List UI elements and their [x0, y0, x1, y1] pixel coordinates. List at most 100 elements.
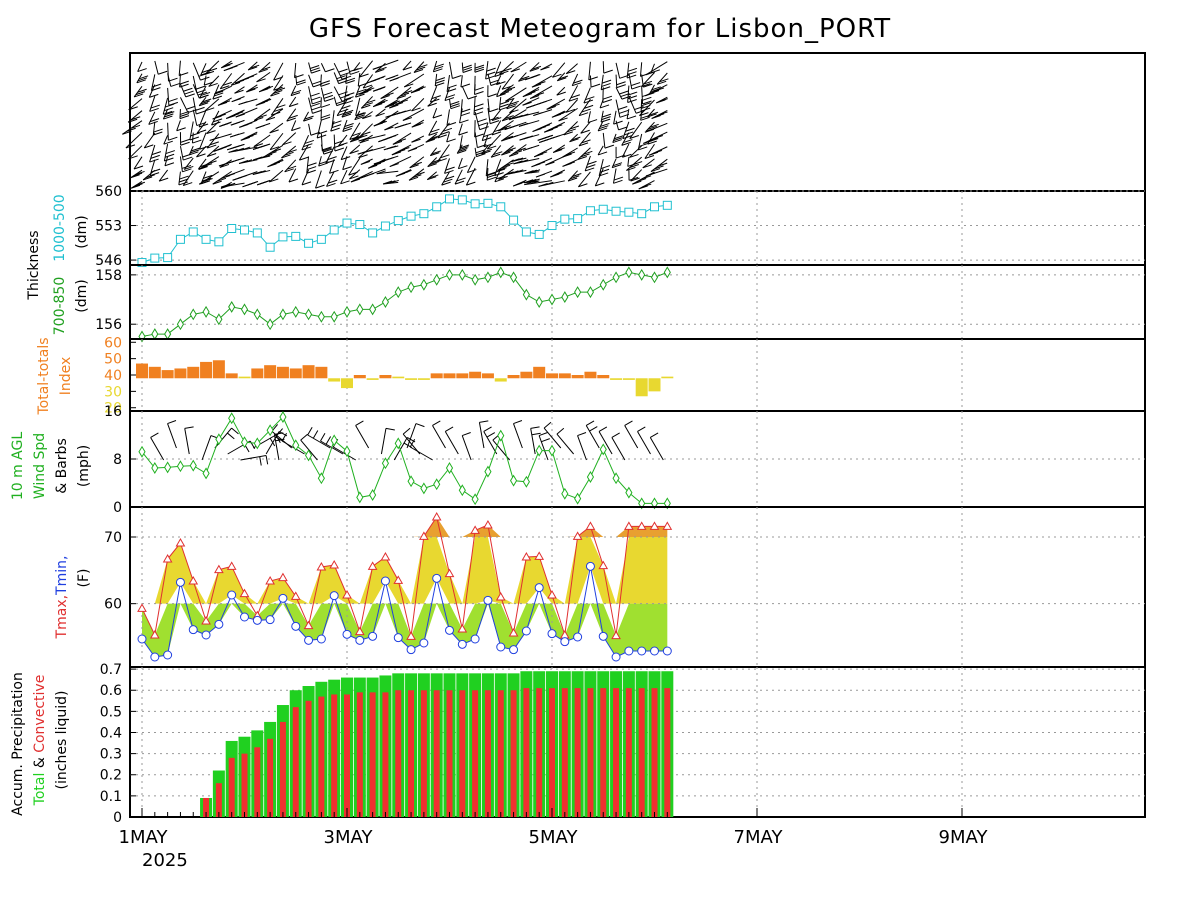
upper-barb-flag — [399, 92, 410, 97]
thickness-850-point — [663, 266, 671, 279]
upper-barb-flag — [340, 156, 351, 161]
precip-conv-bar — [420, 690, 427, 817]
upper-barb-flag — [344, 96, 354, 101]
upper-barb-flag — [597, 151, 608, 156]
wind-label-3: & Barbs — [54, 438, 70, 494]
upper-barb-flag — [565, 161, 576, 166]
upper-barb-shaft — [409, 156, 425, 169]
upper-barb-flag — [467, 169, 477, 174]
upper-barb-flag — [505, 97, 515, 102]
upper-barb-flag — [444, 175, 455, 180]
upper-barb-flag — [583, 150, 593, 155]
tt-bar — [187, 366, 200, 379]
wind-barb — [478, 422, 485, 449]
upper-barb-flag — [323, 91, 333, 96]
upper-barb-shaft — [474, 111, 481, 130]
upper-barb-flag — [404, 83, 414, 88]
upper-barb-flag — [632, 161, 643, 166]
upper-barb-shaft — [294, 62, 297, 78]
upper-barb-flag — [341, 113, 352, 118]
thickness-850-point — [509, 271, 518, 284]
thickness-850-point — [266, 318, 274, 331]
thickness-500-point — [252, 228, 262, 238]
upper-barb-flag — [320, 103, 331, 108]
upper-barb-flag — [457, 149, 467, 154]
upper-barb-flag — [462, 64, 472, 69]
upper-barb-shaft — [491, 109, 502, 121]
upper-barb-flag — [228, 65, 238, 70]
thickness-850-point — [381, 296, 390, 308]
upper-barb-flag — [630, 177, 640, 182]
upper-barb-flag — [505, 86, 516, 91]
upper-barb-flag — [474, 64, 485, 69]
wind-barb — [543, 427, 562, 449]
tmax-point — [624, 521, 634, 530]
upper-barb-flag — [150, 154, 160, 159]
upper-barb-flag — [413, 87, 423, 92]
upper-barb-flag — [343, 109, 354, 114]
upper-barb-flag — [416, 66, 426, 71]
thickness-500-point — [240, 225, 249, 235]
upper-barb-flag — [613, 137, 623, 142]
upper-barb-flag — [179, 115, 190, 120]
thickness-850-point — [215, 313, 223, 326]
tmin-point — [457, 639, 467, 649]
upper-barb-flag — [207, 153, 217, 157]
upper-barb-flag — [257, 114, 267, 119]
thickness-850-point — [445, 268, 454, 281]
tt-bar — [353, 375, 366, 379]
upper-barb-flag — [643, 83, 653, 88]
upper-barb-flag — [288, 114, 298, 119]
thickness-850-point — [586, 286, 595, 299]
y-tick-label: 8 — [113, 452, 122, 468]
upper-barb-shaft — [179, 73, 181, 88]
upper-barb-shaft — [640, 72, 655, 87]
tt-bar — [251, 368, 264, 379]
upper-barb-flag — [501, 125, 511, 130]
upper-barb-flag — [310, 92, 320, 97]
upper-barb-flag — [402, 66, 413, 71]
thickness-850-point — [522, 288, 530, 301]
thickness-850-unit: (dm) — [74, 279, 90, 312]
wind-barb-flag — [624, 420, 633, 426]
tt-bar — [264, 365, 277, 379]
precip-label-3: (inches liquid) — [54, 691, 70, 790]
upper-barb-flag — [145, 174, 155, 179]
upper-barb-flag — [212, 180, 222, 185]
upper-barb-shaft — [626, 108, 630, 120]
upper-barb-flag — [317, 130, 328, 135]
tmin-point — [380, 576, 390, 586]
x-tick-label: 9MAY — [939, 827, 989, 848]
wind-barb-flag — [355, 420, 364, 426]
upper-barb-shaft — [589, 75, 592, 88]
tmax-point — [226, 561, 237, 570]
upper-barb-flag — [578, 142, 589, 147]
upper-barb-flag — [267, 151, 277, 156]
upper-barb-flag — [220, 183, 231, 188]
upper-barb-flag — [229, 133, 240, 138]
upper-barb-shaft — [298, 144, 309, 161]
wind-speed-point — [292, 439, 300, 452]
upper-barb-flag — [499, 103, 509, 108]
upper-barb-shaft — [454, 169, 463, 185]
tmax-point — [572, 531, 583, 540]
tmin-point — [637, 646, 647, 656]
upper-barb-shaft — [615, 87, 623, 100]
upper-barb-shaft — [611, 158, 617, 168]
upper-barb-flag — [400, 147, 410, 151]
upper-barb-flag — [534, 92, 545, 97]
wind-speed-point — [497, 429, 505, 442]
upper-barb-shaft — [295, 75, 298, 86]
upper-barb-flag — [164, 162, 175, 167]
upper-barb-flag — [659, 78, 669, 83]
upper-barb-flag — [163, 115, 173, 120]
upper-barb-flag — [492, 117, 502, 122]
upper-barb-flag — [196, 153, 206, 158]
upper-barb-shaft — [429, 86, 438, 103]
upper-barb-flag — [168, 98, 178, 103]
upper-barb-flag — [537, 100, 547, 105]
upper-barb-flag — [179, 113, 190, 118]
upper-barb-flag — [411, 138, 421, 143]
wind-speed-point — [189, 459, 197, 472]
upper-barb-shaft — [282, 132, 297, 146]
